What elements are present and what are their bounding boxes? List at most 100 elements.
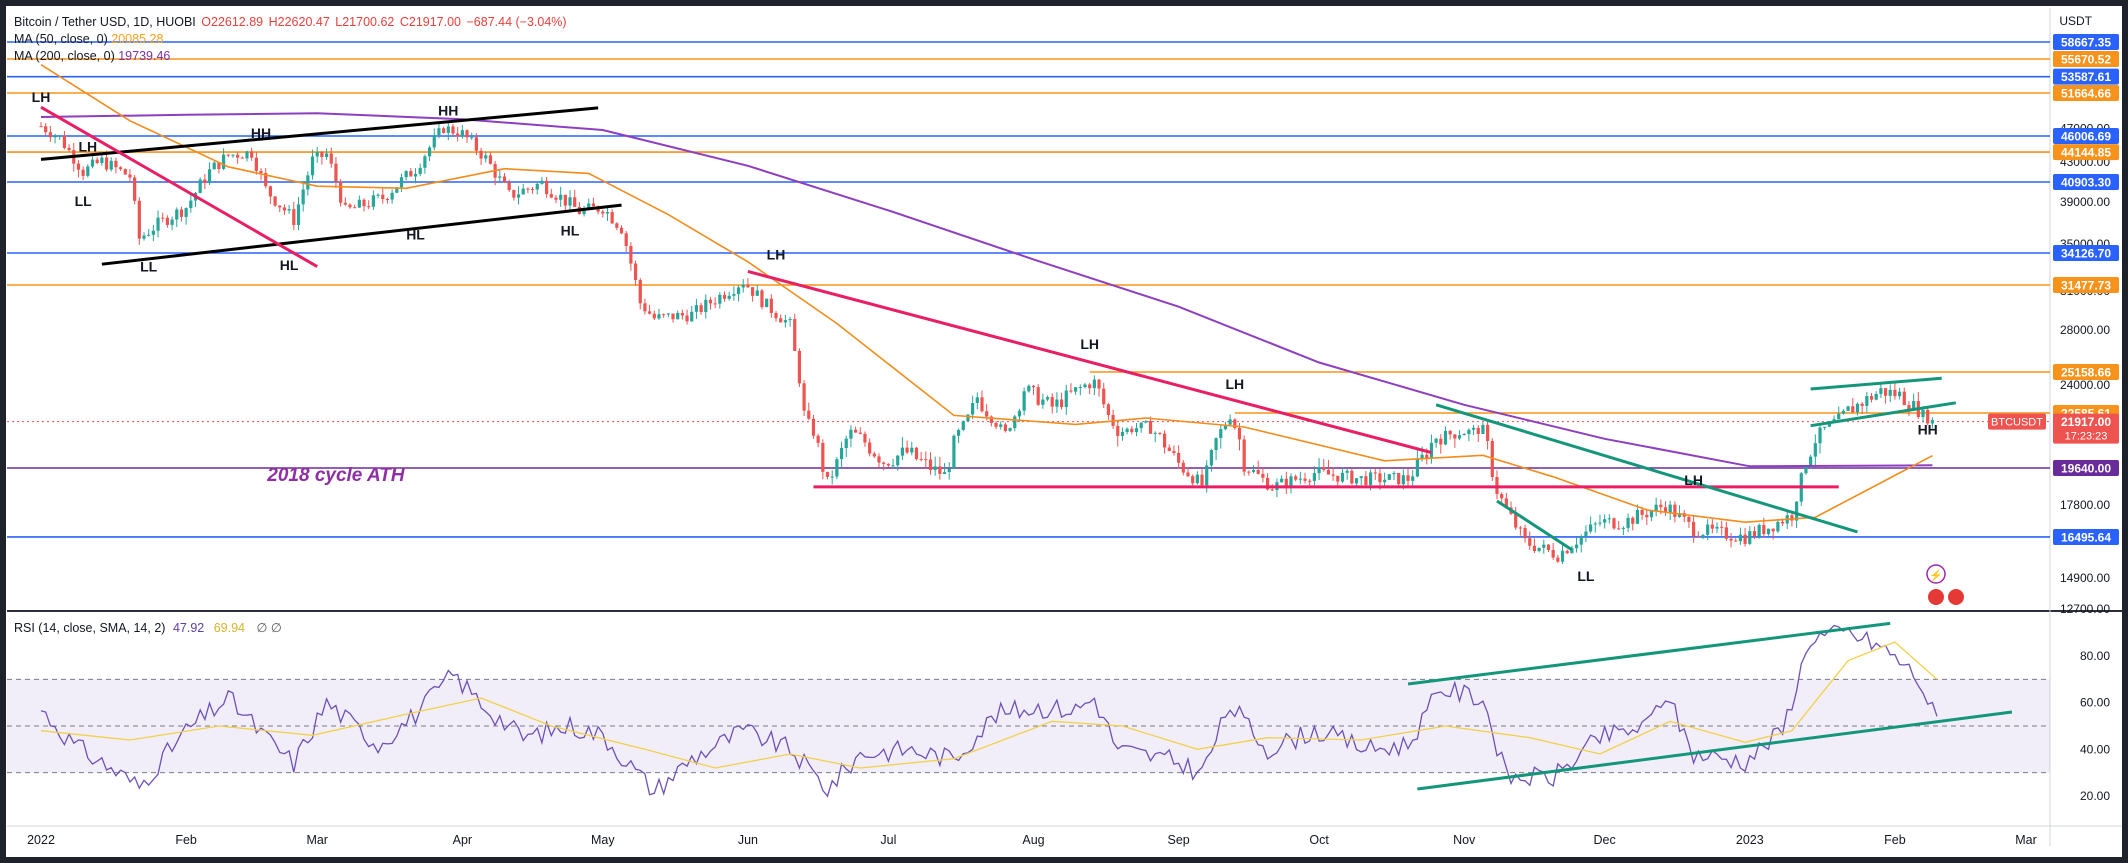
price-level-tag (2053, 33, 2119, 50)
ma200-value: 19739.46 (118, 49, 171, 63)
candle-body (1574, 544, 1579, 549)
candle-body (545, 180, 549, 195)
candle-body (156, 217, 160, 231)
candle-body (226, 154, 230, 156)
candle-body (516, 194, 521, 198)
candle-body (952, 435, 956, 469)
rsi-legend[interactable]: RSI (14, close, SMA, 14, 2) 47.92 69.94 … (14, 620, 282, 635)
candle-body (118, 167, 123, 170)
candle-body (521, 188, 525, 195)
price-level-label: 55670.52 (2061, 52, 2111, 66)
candle-body (123, 169, 127, 175)
candle-body (1635, 510, 1640, 524)
candle-body (502, 176, 507, 183)
candle-body (591, 203, 596, 207)
candle-body (1883, 388, 1888, 396)
candle-body (1045, 397, 1050, 400)
price-level-label: 40903.30 (2061, 175, 2111, 189)
candle-body (1897, 391, 1902, 397)
candle-body (1869, 396, 1874, 400)
candle-body (657, 314, 661, 319)
candle-body (844, 438, 848, 449)
candle-body (484, 155, 488, 159)
candle-body (1125, 428, 1129, 432)
candle-body (137, 200, 141, 239)
candle-body (910, 447, 914, 453)
time-tick-label: Mar (306, 833, 328, 847)
candle-body (1692, 521, 1696, 537)
trendline (1810, 376, 1942, 391)
time-tick-label: Feb (175, 833, 197, 847)
candle-body (858, 432, 862, 434)
ma200-legend[interactable]: MA (200, close, 0) 19739.46 (14, 49, 170, 63)
time-tick-label: Aug (1022, 833, 1044, 847)
swing-annotation: LL (140, 258, 158, 274)
candle-body (1743, 534, 1747, 544)
candle-body (980, 397, 984, 412)
candle-body (1102, 388, 1106, 405)
candle-body (1654, 504, 1658, 511)
candle-body (755, 290, 759, 296)
candle-body (292, 209, 296, 225)
candle-body (662, 314, 666, 316)
candle-body (1373, 472, 1377, 474)
candle-body (905, 447, 909, 453)
candle-body (1930, 420, 1934, 424)
candle-body (1303, 478, 1307, 481)
time-tick-label: Sep (1168, 833, 1190, 847)
candle-body (966, 414, 970, 422)
candle-body (1177, 452, 1181, 463)
candle-body (1523, 527, 1527, 539)
candle-body (1626, 517, 1630, 528)
lightning-icon (1926, 564, 1946, 584)
candle-body (376, 194, 380, 196)
candle-body (1383, 479, 1387, 483)
candle-body (1153, 432, 1157, 434)
candle-body (474, 137, 478, 151)
candle-body (1612, 518, 1616, 529)
candle-body (615, 223, 619, 228)
time-tick-label: Apr (453, 833, 472, 847)
ma50-legend[interactable]: MA (50, close, 0) 20085.28 (14, 32, 163, 46)
candle-body (198, 179, 202, 193)
candle-body (1823, 426, 1827, 428)
candle-body (1837, 413, 1841, 420)
candle-body (217, 162, 221, 169)
candle-body (563, 194, 567, 206)
candle-body (1036, 387, 1040, 405)
candle-body (1120, 431, 1125, 436)
candle-body (357, 199, 361, 208)
candle-body (451, 126, 455, 134)
candle-body (170, 219, 174, 225)
price-level-label: 51664.66 (2061, 86, 2111, 100)
candle-body (1855, 403, 1860, 413)
swing-annotation: LL (75, 193, 93, 209)
candle-body (1649, 510, 1654, 518)
candle-body (1214, 438, 1218, 451)
candle-body (807, 410, 811, 419)
candle-body (1598, 522, 1602, 524)
candle-body (1865, 396, 1869, 406)
candle-body (264, 172, 268, 187)
candle-body (643, 303, 647, 312)
price-tick-label: 39000.00 (2060, 195, 2110, 209)
candle-body (882, 462, 886, 464)
candle-body (985, 411, 989, 417)
time-tick-label: Nov (1453, 833, 1476, 847)
price-level-tag (2053, 173, 2119, 190)
candle-body (1078, 386, 1082, 388)
candle-body (432, 135, 436, 148)
currency-label[interactable]: USDT (2059, 14, 2092, 28)
countdown-label: 17:23:23 (2065, 431, 2108, 443)
candle-body (1851, 406, 1855, 413)
candle-body (423, 156, 427, 168)
price-level-tag (2053, 460, 2119, 476)
rsi-tick-label: 80.00 (2080, 649, 2110, 663)
candle-body (933, 466, 937, 471)
candle-body (1687, 516, 1691, 522)
candle-body (1514, 513, 1518, 528)
candle-body (353, 207, 357, 209)
candle-body (718, 294, 722, 304)
candle-body (175, 209, 179, 220)
